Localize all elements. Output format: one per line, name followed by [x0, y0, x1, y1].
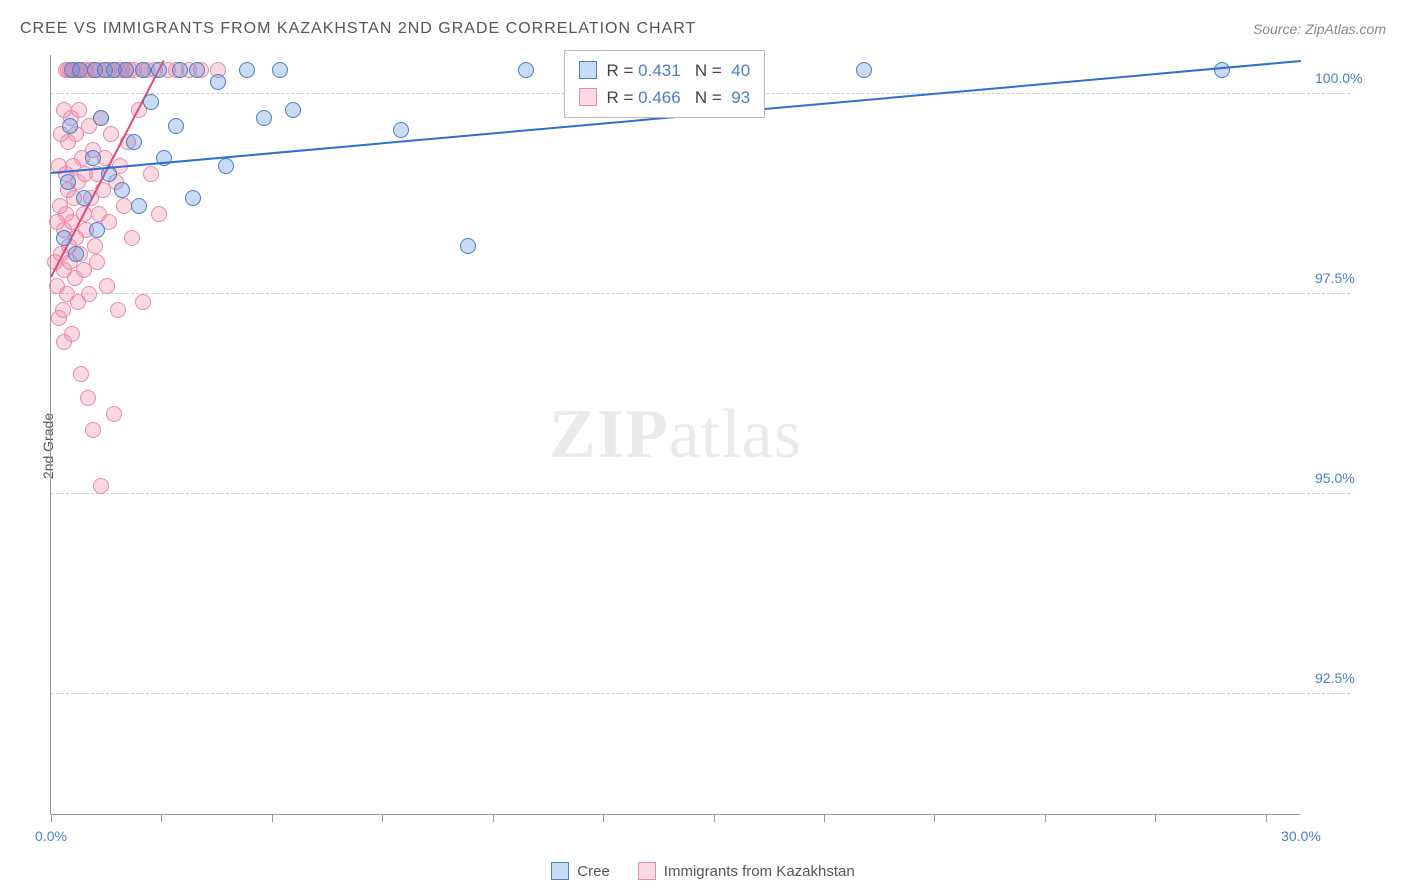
x-tick-label: 30.0%: [1281, 828, 1321, 844]
data-point: [143, 166, 159, 182]
y-tick-label: 100.0%: [1315, 70, 1395, 86]
x-tick: [51, 814, 52, 822]
x-tick: [934, 814, 935, 822]
data-point: [126, 134, 142, 150]
legend-label: Immigrants from Kazakhstan: [664, 863, 855, 880]
watermark: ZIPatlas: [549, 395, 802, 475]
data-point: [80, 390, 96, 406]
chart-title: CREE VS IMMIGRANTS FROM KAZAKHSTAN 2ND G…: [20, 20, 696, 38]
data-point: [81, 286, 97, 302]
swatch-icon: [579, 88, 597, 106]
y-tick-label: 97.5%: [1315, 270, 1395, 286]
data-point: [89, 222, 105, 238]
data-point: [85, 150, 101, 166]
data-point: [1214, 62, 1230, 78]
data-point: [110, 302, 126, 318]
data-point: [99, 278, 115, 294]
swatch-icon: [638, 862, 656, 880]
data-point: [131, 198, 147, 214]
data-point: [518, 62, 534, 78]
stats-row: R = 0.466 N = 93: [579, 84, 751, 111]
data-point: [72, 62, 88, 78]
swatch-icon: [551, 862, 569, 880]
data-point: [124, 230, 140, 246]
data-point: [218, 158, 234, 174]
data-point: [85, 422, 101, 438]
stats-row: R = 0.431 N = 40: [579, 57, 751, 84]
data-point: [285, 102, 301, 118]
gridline: [51, 693, 1350, 694]
data-point: [93, 478, 109, 494]
data-point: [64, 326, 80, 342]
scatter-plot: ZIPatlas 92.5%95.0%97.5%100.0%0.0%30.0%R…: [50, 55, 1300, 815]
x-tick: [272, 814, 273, 822]
data-point: [76, 190, 92, 206]
data-point: [210, 74, 226, 90]
data-point: [116, 198, 132, 214]
data-point: [185, 190, 201, 206]
legend: Cree Immigrants from Kazakhstan: [0, 862, 1406, 880]
data-point: [114, 182, 130, 198]
data-point: [118, 62, 134, 78]
data-point: [172, 62, 188, 78]
data-point: [151, 206, 167, 222]
data-point: [93, 110, 109, 126]
x-tick: [493, 814, 494, 822]
x-tick: [1266, 814, 1267, 822]
data-point: [55, 302, 71, 318]
x-tick: [161, 814, 162, 822]
data-point: [239, 62, 255, 78]
data-point: [189, 62, 205, 78]
data-point: [62, 118, 78, 134]
data-point: [151, 62, 167, 78]
data-point: [89, 254, 105, 270]
legend-item-cree: Cree: [551, 862, 610, 880]
swatch-icon: [579, 61, 597, 79]
data-point: [73, 366, 89, 382]
data-point: [71, 102, 87, 118]
data-point: [87, 238, 103, 254]
gridline: [51, 493, 1350, 494]
x-tick: [382, 814, 383, 822]
data-point: [135, 62, 151, 78]
data-point: [106, 406, 122, 422]
x-tick: [714, 814, 715, 822]
data-point: [393, 122, 409, 138]
data-point: [460, 238, 476, 254]
gridline: [51, 293, 1350, 294]
x-tick: [824, 814, 825, 822]
data-point: [56, 230, 72, 246]
data-point: [68, 246, 84, 262]
data-point: [856, 62, 872, 78]
x-tick: [603, 814, 604, 822]
legend-item-immigrants: Immigrants from Kazakhstan: [638, 862, 855, 880]
data-point: [103, 126, 119, 142]
y-tick-label: 92.5%: [1315, 670, 1395, 686]
data-point: [272, 62, 288, 78]
data-point: [143, 94, 159, 110]
x-tick: [1045, 814, 1046, 822]
x-tick: [1155, 814, 1156, 822]
data-point: [168, 118, 184, 134]
data-point: [256, 110, 272, 126]
y-tick-label: 95.0%: [1315, 470, 1395, 486]
stats-box: R = 0.431 N = 40R = 0.466 N = 93: [564, 50, 766, 118]
x-tick-label: 0.0%: [35, 828, 67, 844]
title-bar: CREE VS IMMIGRANTS FROM KAZAKHSTAN 2ND G…: [20, 20, 1386, 38]
data-point: [135, 294, 151, 310]
legend-label: Cree: [577, 863, 610, 880]
source-label: Source: ZipAtlas.com: [1253, 21, 1386, 37]
data-point: [60, 174, 76, 190]
